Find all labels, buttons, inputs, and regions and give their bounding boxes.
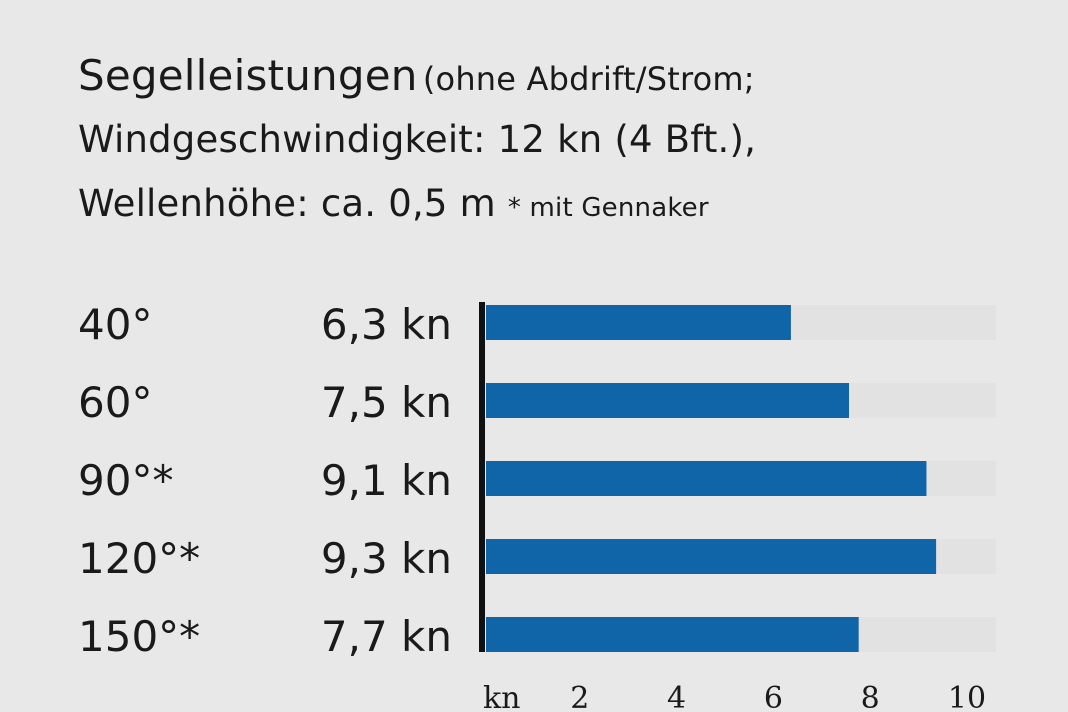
speed-label: 7,5 kn: [321, 378, 452, 427]
chart-title-block: Segelleistungen (ohne Abdrift/Strom; Win…: [78, 44, 1038, 236]
bar-2: [486, 383, 849, 418]
bar-1: [486, 305, 791, 340]
speed-label: 7,7 kn: [321, 612, 452, 661]
bar-4: [486, 539, 937, 574]
speed-label: 6,3 kn: [321, 300, 452, 349]
angle-label: 90°*: [78, 456, 173, 505]
bar-3: [486, 461, 927, 496]
x-tick-label: 4: [667, 681, 686, 712]
title-line-3: Wellenhöhe: ca. 0,5 m * mit Gennaker: [78, 172, 1038, 236]
bar-5: [486, 617, 859, 652]
y-axis-line: [479, 302, 485, 652]
title-wind-speed: Windgeschwindigkeit: 12 kn (4 Bft.),: [78, 118, 757, 161]
x-tick-label: 8: [861, 681, 880, 712]
title-conditions-start: (ohne Abdrift/Strom;: [422, 60, 755, 98]
x-axis-unit-label: kn: [483, 681, 521, 712]
x-tick-label: 2: [570, 681, 589, 712]
angle-label: 60°: [78, 378, 152, 427]
angle-label: 40°: [78, 300, 152, 349]
angle-label: 150°*: [78, 612, 200, 661]
gennaker-note: * mit Gennaker: [507, 193, 709, 223]
title-line-1: Segelleistungen (ohne Abdrift/Strom;: [78, 44, 1038, 108]
title-wave-height: Wellenhöhe: ca. 0,5 m: [78, 182, 496, 225]
x-tick-label: 6: [764, 681, 783, 712]
speed-label: 9,1 kn: [321, 456, 452, 505]
speed-label: 9,3 kn: [321, 534, 452, 583]
x-tick-label: 10: [948, 681, 986, 712]
angle-label: 120°*: [78, 534, 200, 583]
chart-title: Segelleistungen: [78, 51, 418, 100]
